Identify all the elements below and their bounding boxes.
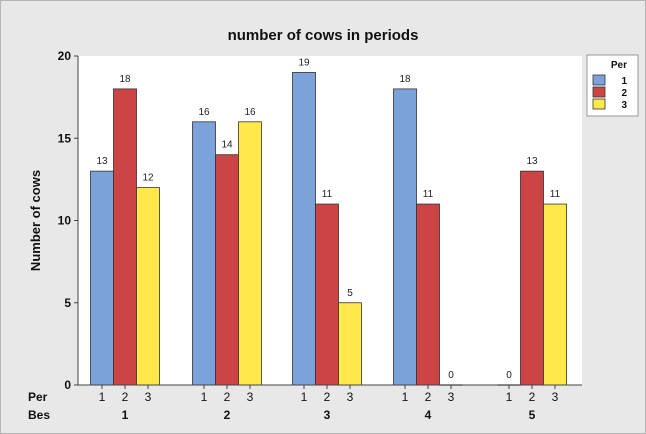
bar xyxy=(136,187,160,386)
x-category-label: 1 xyxy=(506,390,513,404)
bar xyxy=(113,88,137,386)
y-tick-label: 5 xyxy=(64,296,71,310)
data-label: 14 xyxy=(221,140,233,151)
x-row-label-bes: Bes xyxy=(28,408,50,422)
legend-entry: 1 xyxy=(621,76,627,87)
chart-title: number of cows in periods xyxy=(228,27,419,44)
x-category-label: 2 xyxy=(324,390,331,404)
bar xyxy=(215,154,239,386)
y-tick-label: 20 xyxy=(58,49,72,63)
bar xyxy=(393,88,417,386)
data-label: 5 xyxy=(347,288,353,299)
data-label: 0 xyxy=(448,370,454,381)
y-tick-label: 15 xyxy=(58,131,72,145)
x-category-label: 2 xyxy=(122,390,129,404)
data-label: 18 xyxy=(119,74,131,85)
bar xyxy=(543,203,567,386)
x-category-label: 3 xyxy=(552,390,559,404)
x-category-label: 3 xyxy=(448,390,455,404)
bar xyxy=(520,170,544,386)
legend: Per 123 xyxy=(586,54,639,117)
x-category-label: 3 xyxy=(247,390,254,404)
bar xyxy=(292,72,316,386)
y-axis-label: Number of cows xyxy=(28,170,43,271)
x-axis: 1 2 3 1 1 2 3 2 1 2 3 3 1 2 3 4 1 2 3 5 xyxy=(78,384,582,422)
bars xyxy=(90,72,567,386)
y-axis-ticks: 0 5 10 15 20 xyxy=(58,49,79,392)
x-category-label: 2 xyxy=(224,390,231,404)
x-category-label: 3 xyxy=(347,390,354,404)
legend-swatch xyxy=(592,98,606,110)
data-labels: 13 18 12 16 14 16 19 11 5 18 11 0 0 13 11 xyxy=(96,57,560,381)
legend-entry: 3 xyxy=(621,100,627,111)
x-group-label: 4 xyxy=(425,408,432,422)
data-label: 11 xyxy=(423,189,434,200)
x-group-label: 1 xyxy=(122,408,129,422)
bar xyxy=(416,203,440,386)
y-tick-label: 10 xyxy=(58,214,72,228)
x-group-label: 5 xyxy=(529,408,536,422)
x-category-label: 1 xyxy=(201,390,208,404)
legend-swatch xyxy=(592,74,606,86)
bar xyxy=(192,121,216,386)
x-row-label-per: Per xyxy=(28,390,48,404)
data-label: 16 xyxy=(198,107,210,118)
data-label: 16 xyxy=(244,107,256,118)
x-category-label: 1 xyxy=(301,390,308,404)
x-category-label: 1 xyxy=(402,390,409,404)
x-category-label: 3 xyxy=(145,390,152,404)
data-label: 11 xyxy=(322,189,333,200)
x-category-label: 2 xyxy=(529,390,536,404)
legend-entry: 2 xyxy=(621,88,627,99)
y-tick-label: 0 xyxy=(64,378,71,392)
data-label: 19 xyxy=(298,57,310,68)
bar xyxy=(315,203,339,386)
bar xyxy=(338,302,362,386)
x-group-label: 3 xyxy=(324,408,331,422)
data-label: 0 xyxy=(506,370,512,381)
legend-title: Per xyxy=(611,60,627,71)
x-category-label: 2 xyxy=(425,390,432,404)
data-label: 12 xyxy=(142,173,154,184)
data-label: 13 xyxy=(96,156,108,167)
data-label: 11 xyxy=(550,189,561,200)
x-group-label: 2 xyxy=(224,408,231,422)
bar xyxy=(90,170,114,386)
legend-swatch xyxy=(592,86,606,98)
data-label: 13 xyxy=(526,156,538,167)
data-label: 18 xyxy=(399,74,411,85)
x-category-label: 1 xyxy=(99,390,106,404)
bar xyxy=(238,121,262,386)
